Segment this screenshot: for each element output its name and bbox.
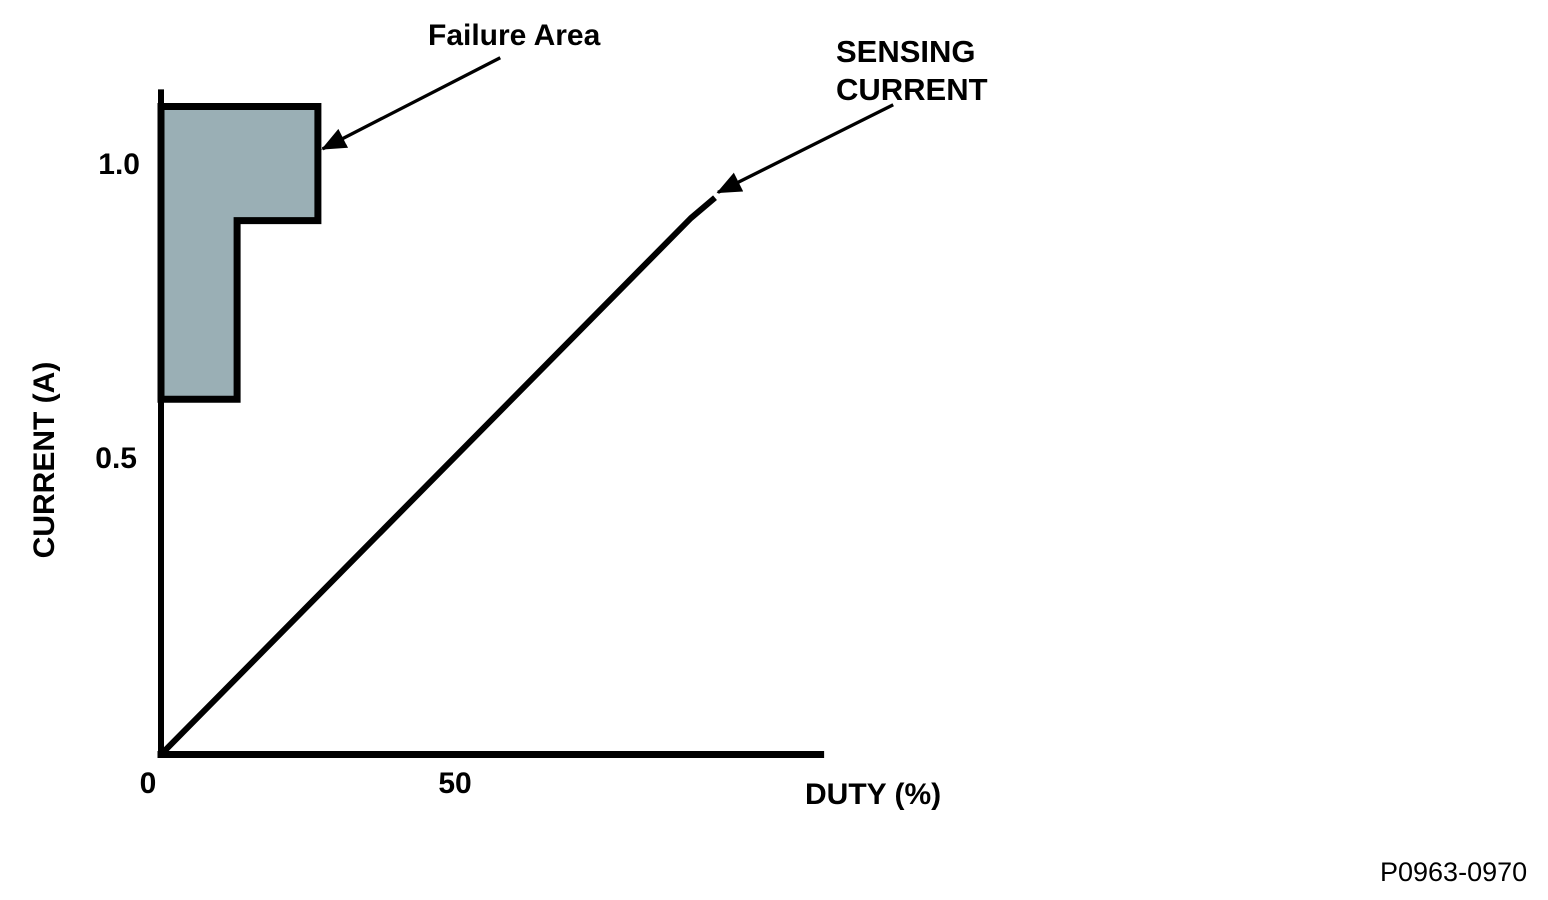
x-tick-label-50: 50 (438, 767, 472, 800)
sensing-current-label-line1: SENSING (836, 34, 976, 69)
failure-region (157, 103, 322, 403)
y-tick-label-0.5: 0.5 (95, 442, 137, 475)
y-tick-label-1.0: 1.0 (98, 148, 140, 181)
y-axis-title: CURRENT (A) (28, 361, 61, 559)
sensing-current-label-line2: CURRENT (836, 72, 988, 107)
sensing-current-line (158, 195, 717, 757)
sensing-current-annotation-label: SENSING CURRENT (836, 33, 988, 109)
sensing-current-arrow (716, 103, 894, 194)
failure-area-arrow (321, 56, 502, 151)
x-tick-label-0: 0 (139, 767, 157, 800)
figure-code: P0963-0970 (1380, 857, 1528, 887)
x-axis-title: DUTY (%) (805, 778, 942, 811)
failure-area-annotation-label: Failure Area (428, 19, 601, 52)
